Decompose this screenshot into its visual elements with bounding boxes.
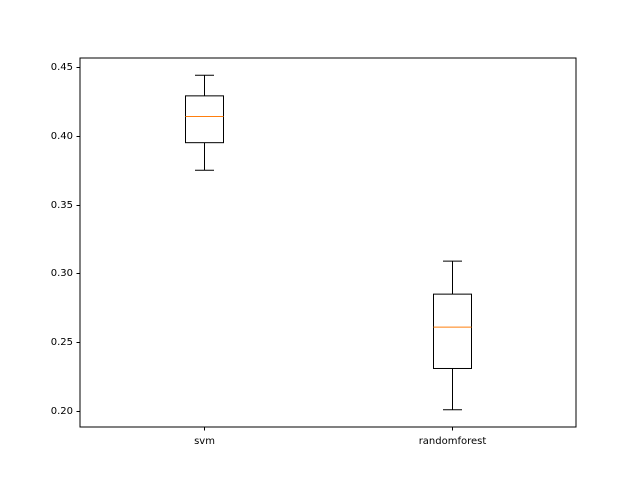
x-tick-label: svm — [194, 436, 215, 447]
plot-area-background — [80, 58, 576, 427]
y-tick-label: 0.25 — [51, 337, 73, 348]
plot-area-frame — [79, 57, 577, 428]
y-axis: 0.20 0.25 0.30 0.35 0.40 0.45 — [51, 62, 80, 417]
y-tick-label: 0.35 — [51, 200, 73, 211]
y-tick-label: 0.45 — [51, 62, 73, 73]
x-tick-label: randomforest — [419, 436, 487, 447]
box-svm — [185, 74, 224, 171]
x-axis: svm randomforest — [194, 427, 486, 447]
interquartile-box — [433, 293, 472, 369]
y-tick-label: 0.20 — [51, 406, 73, 417]
box-series — [185, 74, 472, 411]
y-tick-label: 0.40 — [51, 131, 73, 142]
box-randomforest — [433, 260, 472, 411]
interquartile-box — [185, 95, 224, 144]
y-tick-label: 0.30 — [51, 268, 73, 279]
